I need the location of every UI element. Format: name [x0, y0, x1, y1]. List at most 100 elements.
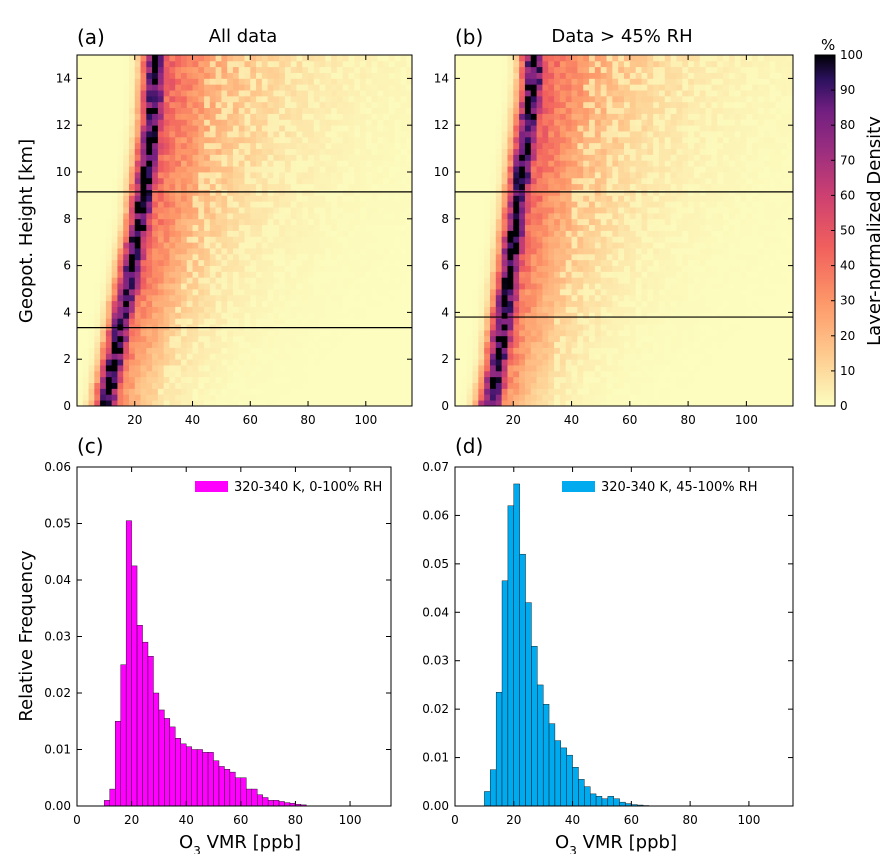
heatmap-cell	[348, 125, 355, 132]
heatmap-cell	[495, 382, 503, 389]
heatmap-cell	[606, 382, 613, 389]
heatmap-cell	[261, 160, 269, 167]
heatmap-cell	[693, 318, 701, 325]
heatmap-cell	[215, 306, 222, 313]
heatmap-cell	[406, 84, 413, 91]
heatmap-cell	[348, 289, 355, 296]
heatmap-cell	[495, 400, 503, 407]
heatmap-cell	[618, 388, 625, 395]
heatmap-cell	[600, 289, 607, 296]
heatmap-cell	[325, 101, 332, 109]
heatmap-cell	[140, 400, 147, 407]
heatmap-cell	[781, 359, 788, 366]
heatmap-cell	[647, 294, 654, 302]
heatmap-cell	[406, 207, 413, 214]
heatmap-cell	[261, 142, 269, 149]
heatmap-cell	[209, 78, 217, 85]
heatmap-cell	[336, 242, 344, 249]
heatmap-cell	[394, 347, 401, 354]
heatmap-cell	[279, 259, 286, 266]
heatmap-cell	[209, 207, 217, 214]
heatmap-cell	[163, 242, 170, 249]
heatmap-cell	[325, 259, 332, 266]
heatmap-cell	[478, 347, 485, 354]
heatmap-cell	[117, 66, 124, 73]
heatmap-cell	[152, 271, 159, 278]
heatmap-cell	[273, 90, 280, 97]
heatmap-cell	[123, 212, 130, 220]
heatmap-cell	[308, 365, 315, 372]
heatmap-cell	[209, 55, 217, 62]
heatmap-cell	[371, 271, 378, 278]
heatmap-cell	[495, 294, 503, 302]
heatmap-cell	[284, 277, 292, 284]
heatmap-cell	[290, 394, 297, 401]
heatmap-cell	[670, 382, 677, 389]
heatmap-cell	[152, 101, 159, 109]
heatmap-cell	[400, 66, 407, 73]
heatmap-cell	[244, 172, 251, 179]
heatmap-cell	[157, 400, 165, 407]
heatmap-cell	[215, 78, 222, 85]
heatmap-cell	[647, 335, 654, 343]
heatmap-cell	[146, 230, 153, 237]
heatmap-cell	[519, 341, 526, 348]
heatmap-cell	[606, 289, 613, 296]
heatmap-cell	[134, 382, 141, 389]
heatmap-cell	[507, 265, 514, 272]
heatmap-cell	[221, 341, 228, 348]
heatmap-cell	[455, 335, 462, 343]
heatmap-cell	[365, 131, 372, 138]
heatmap-cell	[606, 329, 613, 337]
heatmap-cell	[175, 154, 182, 161]
heatmap-cell	[787, 259, 794, 266]
heatmap-cell	[319, 166, 326, 173]
heatmap-cell	[308, 218, 315, 226]
heatmap-cell	[221, 248, 228, 255]
heatmap-cell	[313, 259, 320, 266]
heatmap-cell	[348, 55, 355, 62]
heatmap-cell	[192, 353, 199, 360]
heatmap-cell	[94, 294, 101, 302]
heatmap-cell	[100, 265, 107, 272]
heatmap-cell	[342, 154, 349, 161]
heatmap-cell	[296, 242, 303, 249]
heatmap-cell	[371, 119, 378, 126]
heatmap-cell	[348, 306, 355, 313]
heatmap-cell	[594, 259, 602, 266]
heatmap-cell	[175, 300, 182, 307]
heatmap-cell	[88, 376, 95, 383]
heatmap-cell	[192, 66, 199, 73]
heatmap-cell	[781, 376, 788, 383]
heatmap-cell	[763, 382, 771, 389]
heatmap-cell	[227, 148, 234, 155]
heatmap-cell	[612, 289, 619, 296]
heatmap-cell	[313, 78, 320, 85]
heatmap-cell	[676, 394, 683, 401]
heatmap-cell	[163, 294, 170, 302]
heatmap-cell	[781, 312, 788, 319]
heatmap-cell	[583, 370, 590, 378]
heatmap-cell	[284, 248, 292, 255]
heatmap-cell	[658, 353, 666, 360]
heatmap-cell	[157, 277, 165, 284]
heatmap-cell	[348, 300, 355, 307]
heatmap-cell	[501, 289, 508, 296]
heatmap-cell	[365, 136, 372, 144]
heatmap-cell	[478, 353, 485, 360]
heatmap-cell	[308, 172, 315, 179]
heatmap-cell	[256, 248, 263, 255]
heatmap-cell	[466, 400, 473, 407]
heatmap-cell	[261, 382, 269, 389]
heatmap-cell	[128, 107, 136, 114]
heatmap-cell	[157, 78, 165, 85]
heatmap-cell	[734, 324, 741, 331]
heatmap-cell	[221, 142, 228, 149]
heatmap-cell	[371, 72, 378, 79]
heatmap-cell	[302, 166, 309, 173]
heatmap-cell	[221, 207, 228, 214]
heatmap-cell	[146, 212, 153, 220]
heatmap-cell	[336, 353, 344, 360]
heatmap-cell	[302, 312, 309, 319]
heatmap-cell	[400, 119, 407, 126]
